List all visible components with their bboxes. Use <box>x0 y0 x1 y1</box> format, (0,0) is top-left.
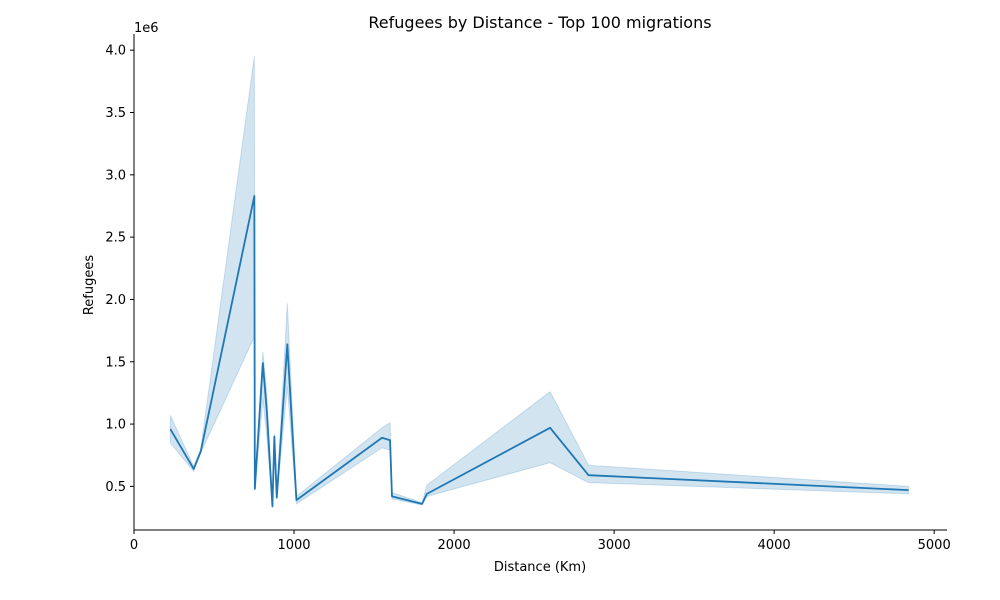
x-tick-label: 0 <box>130 538 138 553</box>
x-tick-label: 4000 <box>758 538 791 553</box>
x-ticks: 0 1000 2000 3000 4000 5000 <box>130 530 951 553</box>
series-line <box>169 195 909 508</box>
y-tick-label: 3.5 <box>105 106 126 121</box>
x-tick-label: 5000 <box>918 538 951 553</box>
x-tick-label: 3000 <box>598 538 631 553</box>
y-tick-label: 1.5 <box>105 355 126 370</box>
x-axis-label: Distance (Km) <box>494 560 586 575</box>
y-tick-label: 3.0 <box>105 168 126 183</box>
y-axis-label: Refugees <box>82 255 97 316</box>
x-tick-label: 2000 <box>438 538 471 553</box>
x-tick-label: 1000 <box>277 538 310 553</box>
y-tick-label: 2.0 <box>105 293 126 308</box>
y-tick-label: 1.0 <box>105 418 126 433</box>
y-tick-label: 0.5 <box>105 480 126 495</box>
chart-title: Refugees by Distance - Top 100 migration… <box>368 13 711 32</box>
series-line-layer <box>169 195 909 508</box>
y-axis-offset-label: 1e6 <box>134 21 159 36</box>
y-ticks: 0.5 1.0 1.5 2.0 2.5 3.0 3.5 4.0 <box>105 44 134 495</box>
y-tick-label: 4.0 <box>105 44 126 59</box>
axes-layer <box>133 34 947 531</box>
y-tick-label: 2.5 <box>105 231 126 246</box>
